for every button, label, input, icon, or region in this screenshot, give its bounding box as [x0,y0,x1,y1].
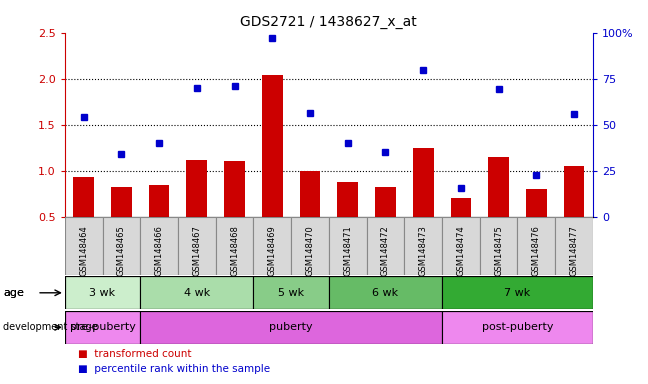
Bar [216,217,253,275]
Bar [187,160,207,263]
Bar [442,217,480,275]
Bar [178,217,216,275]
Text: GSM148468: GSM148468 [230,226,239,276]
Bar [555,217,593,275]
Text: 3 wk: 3 wk [89,288,115,298]
Text: GSM148465: GSM148465 [117,226,126,276]
Text: 6 wk: 6 wk [373,288,399,298]
Bar [329,217,367,275]
Text: 4 wk: 4 wk [183,288,210,298]
Bar [518,217,555,275]
Text: ■  transformed count: ■ transformed count [78,349,191,359]
Text: GSM148464: GSM148464 [79,226,88,276]
Text: GSM148472: GSM148472 [381,226,390,276]
Text: GSM148476: GSM148476 [532,226,541,276]
Bar [480,217,518,275]
Text: GSM148467: GSM148467 [192,226,202,276]
Bar [149,185,170,263]
Bar [526,189,547,263]
Text: 7 wk: 7 wk [504,288,531,298]
Bar [338,182,358,263]
Bar [111,187,132,263]
Text: GSM148471: GSM148471 [343,226,353,276]
Bar [65,311,140,344]
Text: GSM148469: GSM148469 [268,226,277,276]
Bar [140,276,253,309]
Title: GDS2721 / 1438627_x_at: GDS2721 / 1438627_x_at [240,15,417,29]
Text: development stage: development stage [3,322,98,333]
Text: puberty: puberty [270,322,313,333]
Text: GSM148466: GSM148466 [155,226,163,276]
Text: pre-puberty: pre-puberty [69,322,135,333]
Bar [65,217,102,275]
Bar [73,177,94,263]
Bar [442,276,593,309]
Bar [102,217,140,275]
Bar [367,217,404,275]
Bar [224,161,245,263]
Bar [413,148,434,263]
Bar [140,217,178,275]
Bar [375,187,396,263]
Bar [564,166,584,263]
Bar [262,75,283,263]
Text: age: age [3,288,24,298]
Bar [65,276,140,309]
Bar [299,171,320,263]
Bar [253,276,329,309]
Text: ■  percentile rank within the sample: ■ percentile rank within the sample [78,364,270,374]
Bar [450,198,471,263]
Bar [140,311,442,344]
Bar [253,217,291,275]
Text: GSM148473: GSM148473 [419,226,428,276]
Bar [404,217,442,275]
Text: post-puberty: post-puberty [481,322,553,333]
Text: GSM148477: GSM148477 [570,226,579,276]
Bar [291,217,329,275]
Bar [488,157,509,263]
Bar [442,311,593,344]
Text: GSM148470: GSM148470 [305,226,314,276]
Bar [329,276,442,309]
Text: GSM148474: GSM148474 [456,226,465,276]
Text: GSM148475: GSM148475 [494,226,503,276]
Text: 5 wk: 5 wk [278,288,304,298]
Text: age: age [3,288,24,298]
